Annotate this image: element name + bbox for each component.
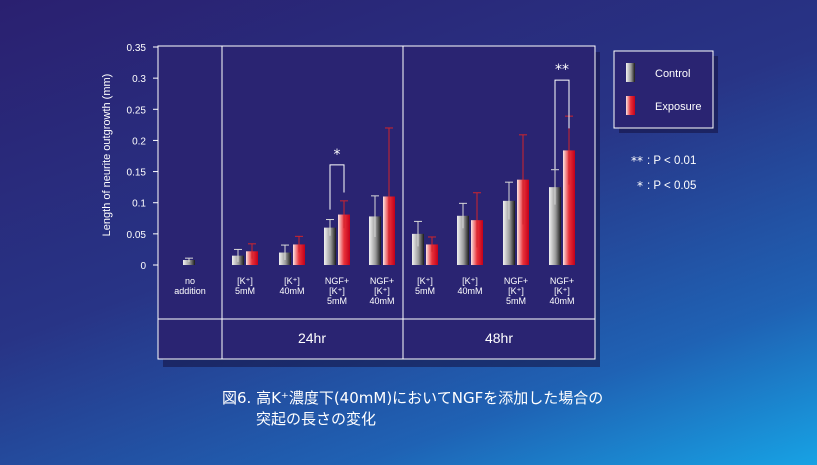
bar-exposure [338,214,350,265]
legend-swatch-exposure [626,96,635,115]
category-label: [K⁺] 40mM [457,276,482,296]
category-label: NGF+ [K⁺] 40mM [549,276,574,306]
figure-caption: 図6. 高K⁺濃度下(40mM)においてNGFを添加した場合の 突起の長さの変化 [222,388,742,430]
category-label-line: NGF+ [550,276,574,286]
sig-legend-text: : P < 0.01 [647,155,696,167]
significance-mark: ** [555,62,569,78]
y-tick-label: 0.35 [127,43,147,54]
bar-exposure [293,244,305,265]
category-label: no addition [174,276,206,296]
bar-control [457,215,469,265]
sig-legend-mark: ** [631,154,643,168]
caption-line-2: 突起の長さの変化 [256,410,377,428]
y-tick-label: 0.05 [127,230,147,241]
category-label-line: [K⁺] [554,286,570,296]
bar-control [412,233,424,265]
legend-box [613,50,714,129]
significance-bracket [329,164,345,210]
category-label-line: addition [174,286,206,296]
category-label-line: NGF+ [370,276,394,286]
category-label-line: NGF+ [504,276,528,286]
category-label-line: 5mM [506,296,526,306]
sig-legend-text: : P < 0.05 [647,180,696,192]
category-label-line: 40mM [369,296,394,306]
bar-control [369,216,381,265]
category-label-line: 5mM [415,286,435,296]
category-label-line: [K⁺] [417,276,433,286]
category-label: [K⁺] 5mM [415,276,435,296]
group-label-48hr: 48hr [485,330,513,346]
category-label-line: NGF+ [325,276,349,286]
category-label-line: [K⁺] [462,276,478,286]
category-label-line: [K⁺] [329,286,345,296]
y-axis-label: Length of neurite outgrowth (mm) [101,74,113,237]
category-label: NGF+ [K⁺] 5mM [325,276,349,306]
y-tick-label: 0 [140,261,146,272]
bar-exposure [563,150,575,265]
category-label-line: [K⁺] [508,286,524,296]
category-label: [K⁺] 5mM [235,276,255,296]
category-label-line: 5mM [235,286,255,296]
chart-panel [157,45,596,360]
category-label-line: [K⁺] [374,286,390,296]
bar-control [503,200,515,265]
y-tick-label: 0.3 [132,74,146,85]
significance-bracket [554,79,570,170]
category-label-line: no [185,276,195,286]
category-label-line: [K⁺] [284,276,300,286]
legend-swatch-control [626,63,635,82]
bar-control [183,260,195,265]
y-tick-label: 0.15 [127,168,147,179]
sig-legend-mark: * [637,179,643,193]
category-label: [K⁺] 40mM [279,276,304,296]
category-label: NGF+ [K⁺] 5mM [504,276,528,306]
group-label-24hr: 24hr [298,330,326,346]
category-label-line: [K⁺] [237,276,253,286]
caption-line-1: 図6. 高K⁺濃度下(40mM)においてNGFを添加した場合の [222,389,604,407]
category-label-line: 5mM [327,296,347,306]
category-label: NGF+ [K⁺] 40mM [369,276,394,306]
y-tick-label: 0.1 [132,199,146,210]
legend-label-exposure: Exposure [655,101,701,113]
bar-exposure [426,244,438,265]
category-label-line: 40mM [279,286,304,296]
category-label-line: 40mM [549,296,574,306]
significance-mark: * [334,147,341,163]
y-tick-label: 0.25 [127,105,147,116]
category-label-line: 40mM [457,286,482,296]
legend-label-control: Control [655,68,690,80]
y-tick-label: 0.2 [132,136,146,147]
bar-control [324,227,336,265]
bar-control [549,187,561,265]
